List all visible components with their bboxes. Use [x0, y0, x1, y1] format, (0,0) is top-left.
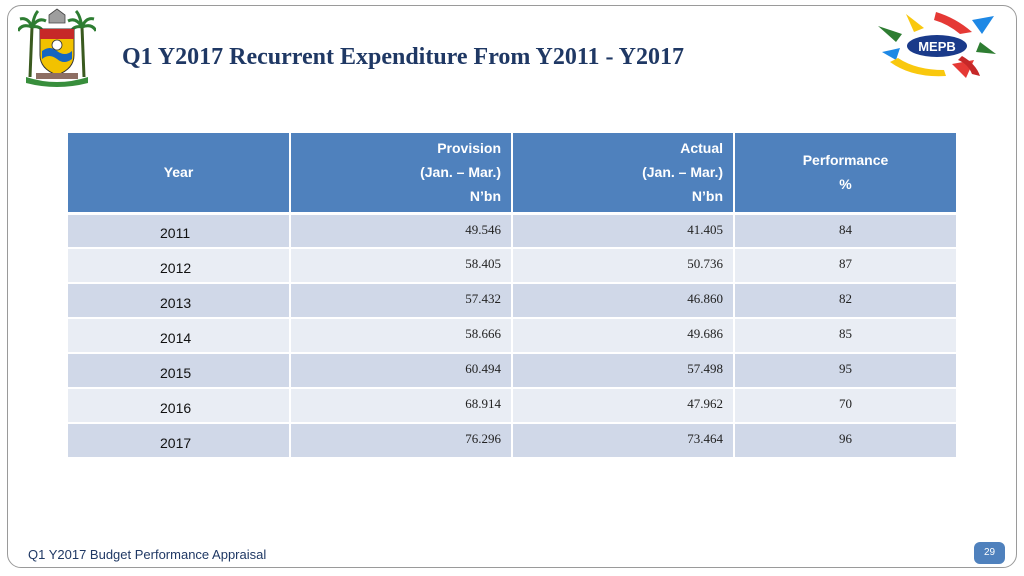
- performance-cell: 82: [734, 283, 956, 319]
- provision-cell: 58.405: [290, 248, 513, 284]
- header-performance-line: %: [839, 176, 852, 193]
- page-title: Q1 Y2017 Recurrent Expenditure From Y201…: [122, 44, 684, 70]
- provision-cell: 49.546: [290, 213, 513, 249]
- actual-cell: 50.736: [512, 248, 735, 284]
- performance-cell: 96: [734, 423, 956, 459]
- provision-cell: 76.296: [290, 423, 513, 459]
- year-cell: 2013: [68, 283, 291, 319]
- actual-cell: 46.860: [512, 283, 735, 319]
- year-cell: 2014: [68, 318, 291, 354]
- actual-cell: 49.686: [512, 318, 735, 354]
- provision-cell: 57.432: [290, 283, 513, 319]
- performance-cell: 95: [734, 353, 956, 389]
- header-provision-line: N’bn: [469, 188, 501, 205]
- page-number-badge: 29: [974, 542, 1005, 564]
- performance-cell: 84: [734, 213, 956, 249]
- table-row: 2014 58.666 49.686 85: [68, 318, 956, 354]
- footer-text: Q1 Y2017 Budget Performance Appraisal: [28, 547, 267, 562]
- performance-cell: 70: [734, 388, 956, 424]
- actual-cell: 41.405: [512, 213, 735, 249]
- header-actual-line: Actual: [680, 140, 723, 157]
- actual-cell: 47.962: [512, 388, 735, 424]
- header-year: Year: [68, 133, 291, 215]
- header-actual-line: N’bn: [691, 188, 723, 205]
- table-row: 2013 57.432 46.860 82: [68, 283, 956, 319]
- year-cell: 2011: [68, 213, 291, 249]
- table-row: 2016 68.914 47.962 70: [68, 388, 956, 424]
- year-cell: 2015: [68, 353, 291, 389]
- mepb-logo-text: MEPB: [918, 39, 956, 54]
- table-header-row: Year Provision (Jan. – Mar.) N’bn Actual…: [68, 133, 956, 215]
- mepb-logo: MEPB: [878, 12, 996, 78]
- performance-cell: 85: [734, 318, 956, 354]
- header-provision-line: (Jan. – Mar.): [420, 164, 501, 181]
- provision-cell: 60.494: [290, 353, 513, 389]
- expenditure-table: Year Provision (Jan. – Mar.) N’bn Actual…: [68, 133, 956, 459]
- header-actual-line: (Jan. – Mar.): [642, 164, 723, 181]
- actual-cell: 73.464: [512, 423, 735, 459]
- state-crest-logo: [18, 8, 96, 87]
- header-actual: Actual (Jan. – Mar.) N’bn: [512, 133, 735, 215]
- header-provision-line: Provision: [437, 140, 501, 157]
- table-row: 2015 60.494 57.498 95: [68, 353, 956, 389]
- year-cell: 2012: [68, 248, 291, 284]
- actual-cell: 57.498: [512, 353, 735, 389]
- table-row: 2011 49.546 41.405 84: [68, 213, 956, 249]
- table-row: 2012 58.405 50.736 87: [68, 248, 956, 284]
- table-row: 2017 76.296 73.464 96: [68, 423, 956, 459]
- provision-cell: 58.666: [290, 318, 513, 354]
- header-provision: Provision (Jan. – Mar.) N’bn: [290, 133, 513, 215]
- performance-cell: 87: [734, 248, 956, 284]
- year-cell: 2016: [68, 388, 291, 424]
- header-performance-line: Performance: [802, 152, 889, 169]
- header-performance: Performance %: [734, 133, 956, 215]
- year-cell: 2017: [68, 423, 291, 459]
- provision-cell: 68.914: [290, 388, 513, 424]
